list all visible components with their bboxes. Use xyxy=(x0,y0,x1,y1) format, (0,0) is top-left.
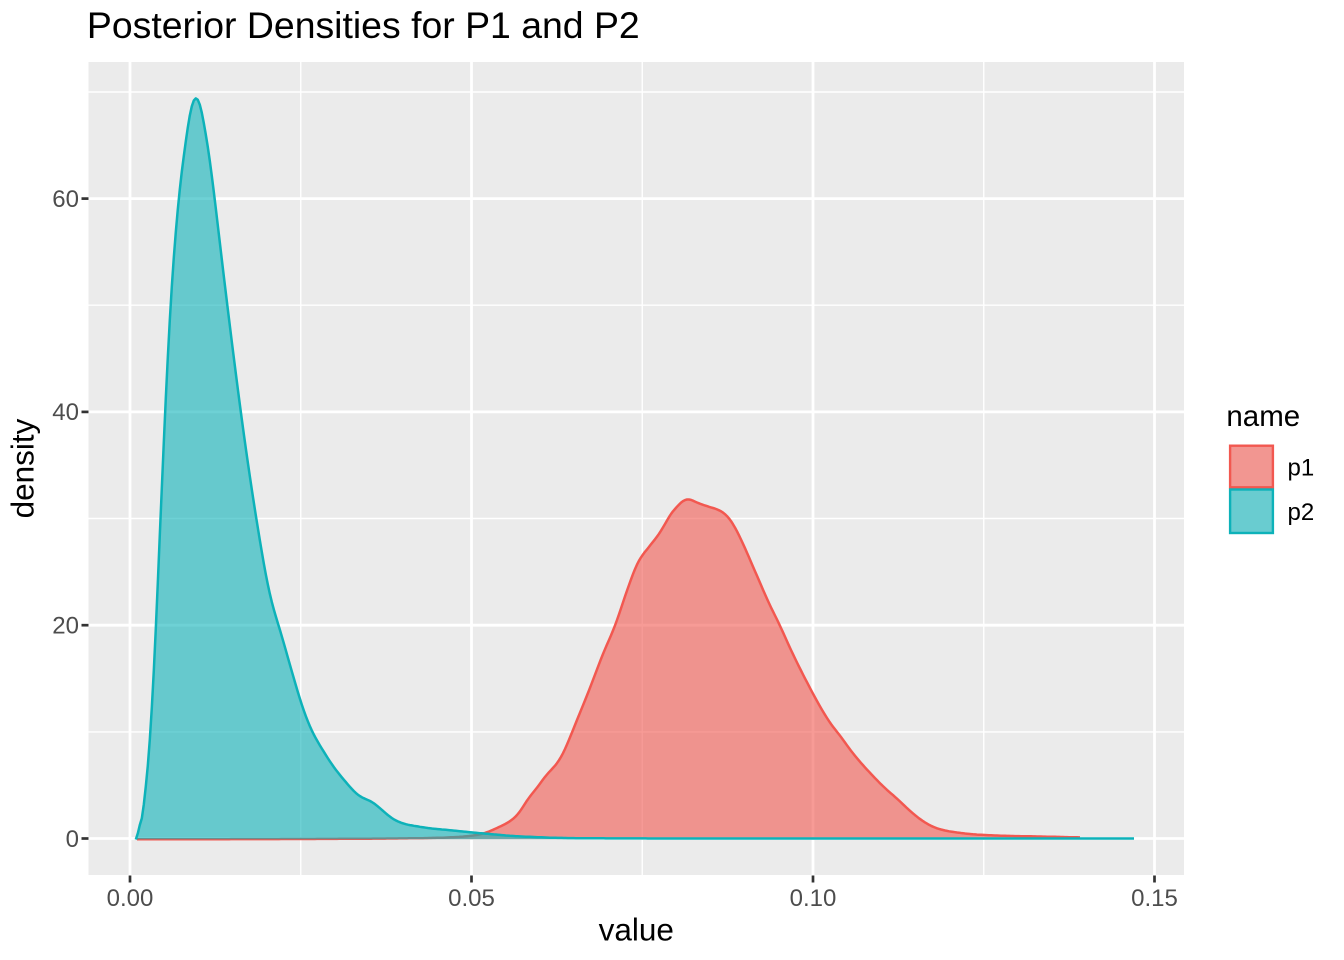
svg-text:0.10: 0.10 xyxy=(790,885,837,912)
svg-text:20: 20 xyxy=(52,613,79,640)
svg-text:40: 40 xyxy=(52,399,79,426)
svg-text:0: 0 xyxy=(66,826,79,853)
svg-text:name: name xyxy=(1226,400,1300,433)
svg-text:value: value xyxy=(599,912,674,948)
svg-text:p2: p2 xyxy=(1288,499,1315,526)
svg-text:0.05: 0.05 xyxy=(448,885,495,912)
svg-text:0.00: 0.00 xyxy=(107,885,154,912)
svg-text:60: 60 xyxy=(52,186,79,213)
svg-text:p1: p1 xyxy=(1288,455,1315,482)
svg-text:Posterior Densities for P1 and: Posterior Densities for P1 and P2 xyxy=(87,4,640,46)
svg-text:density: density xyxy=(5,418,41,518)
svg-text:0.15: 0.15 xyxy=(1131,885,1178,912)
